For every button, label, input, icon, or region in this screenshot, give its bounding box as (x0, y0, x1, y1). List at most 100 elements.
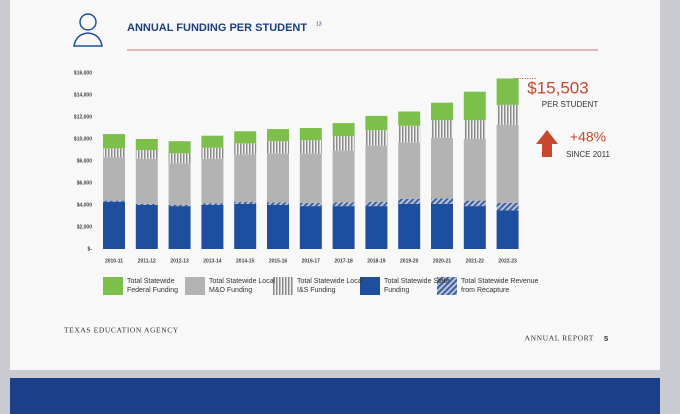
x-tick-label: 2017-18 (334, 258, 353, 264)
bar-segment (299, 206, 322, 249)
bar-segment (267, 153, 289, 203)
x-tick-label: 2021-22 (466, 258, 485, 264)
y-tick-label: $6,000 (77, 180, 93, 186)
bar-segment (431, 198, 453, 204)
bar-segment (201, 158, 224, 204)
bar-segment (234, 131, 257, 144)
bar-segment (201, 205, 224, 249)
bar-segment (267, 202, 289, 205)
bar-segment (365, 206, 388, 249)
footer-right: ANNUAL REPORT (525, 334, 594, 343)
legend-label: Total Statewide State Funding (384, 278, 450, 294)
y-tick-label: $12,000 (74, 114, 92, 120)
bar-segment (234, 154, 257, 202)
bar-segment (398, 203, 421, 249)
y-tick-label: $4,000 (77, 202, 93, 208)
bar-segment (398, 142, 421, 199)
bar-segment (332, 136, 355, 151)
page-number: 5 (604, 334, 608, 343)
x-tick-label: 2016-17 (302, 258, 321, 264)
bar-segment (431, 120, 453, 138)
bar-segment (267, 205, 289, 249)
change-note: SINCE 2011 (566, 150, 610, 159)
bar-segment (463, 139, 486, 201)
total-annotation: $15,503 (527, 78, 588, 97)
bar-segment (332, 150, 355, 203)
legend-swatch (360, 277, 380, 295)
bar-segment (267, 129, 289, 142)
bar-segment (299, 140, 322, 154)
bar-segment (431, 203, 453, 249)
x-tick-label: 2015-16 (269, 258, 288, 264)
bar-segment (267, 141, 289, 154)
x-tick-label: 2019-20 (400, 258, 419, 264)
bar-segment (168, 205, 191, 207)
bar-segment (496, 78, 519, 105)
bar-segment (365, 130, 388, 146)
legend-label: Total Statewide Revenue from Recapture (461, 278, 539, 294)
legend-label: Total Statewide Local M&O Funding (209, 278, 276, 294)
bar-segment (398, 198, 421, 204)
legend-swatch (185, 277, 205, 295)
bar-segment (496, 202, 519, 211)
bar-segment (135, 205, 158, 249)
bar-segment (332, 202, 355, 207)
bar-segment (135, 203, 158, 205)
bar-segment (463, 200, 486, 207)
change-annotation: +48% (570, 129, 606, 145)
legend-swatch (437, 277, 457, 295)
y-tick-label: $16,000 (74, 70, 92, 76)
bar-segment (398, 111, 421, 126)
bar-segment (168, 206, 191, 249)
legend-label: Total Statewide Local I&S Funding (297, 278, 364, 294)
bar-segment (431, 137, 453, 199)
bar-segment (103, 148, 125, 158)
total-note: PER STUDENT (542, 100, 599, 109)
bar-segment (103, 134, 125, 149)
bar-segment (201, 135, 224, 148)
x-tick-label: 2013-14 (203, 258, 222, 264)
bar-segment (103, 157, 125, 201)
y-tick-label: $6,000 (77, 158, 93, 164)
next-page-band (10, 378, 660, 414)
x-tick-label: 2018-19 (367, 258, 386, 264)
bar-segment (168, 141, 191, 154)
bar-segment (299, 128, 322, 141)
bar-segment (299, 202, 322, 207)
bar-segment (234, 143, 257, 155)
bar-segment (496, 104, 519, 125)
bar-segment (135, 158, 158, 204)
bar-segment (234, 201, 257, 204)
chart-title: ANNUAL FUNDING PER STUDENT (127, 22, 307, 34)
bar-segment (201, 203, 224, 205)
bar-segment (168, 163, 191, 205)
title-footnote: 13 (316, 21, 322, 27)
bar-segment (496, 210, 519, 249)
bar-segment (463, 91, 486, 121)
legend-swatch (273, 277, 293, 295)
bar-segment (463, 206, 486, 249)
legend-swatch (103, 277, 123, 295)
legend-label: Total Statewide Federal Funding (127, 278, 178, 294)
bar-segment (168, 153, 191, 164)
x-tick-label: 2012-13 (170, 258, 189, 264)
up-arrow (536, 130, 558, 157)
bar-segment (299, 153, 322, 203)
y-tick-label: $10,000 (74, 136, 92, 142)
bar-segment (332, 206, 355, 249)
x-tick-label: 2020-21 (433, 258, 452, 264)
x-tick-label: 2010-11 (105, 258, 123, 264)
bar-segment (332, 123, 355, 137)
y-tick-label: $14,000 (74, 92, 92, 98)
x-tick-label: 2011-12 (138, 258, 156, 264)
bar-segment (398, 125, 421, 143)
footer-left: TEXAS EDUCATION AGENCY (64, 326, 179, 335)
bar-segment (365, 115, 388, 131)
y-tick-label: $2,000 (77, 224, 93, 230)
bar-segment (103, 201, 125, 249)
bar-segment (463, 120, 486, 139)
x-tick-label: 2022-23 (498, 258, 517, 264)
bar-segment (431, 102, 453, 121)
